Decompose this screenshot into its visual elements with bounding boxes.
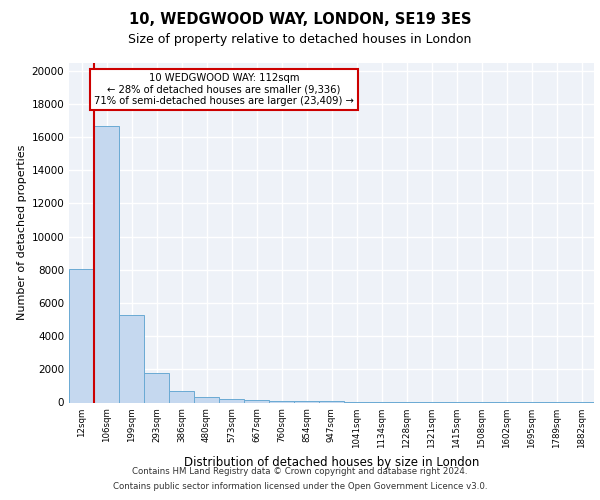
- Text: Size of property relative to detached houses in London: Size of property relative to detached ho…: [128, 32, 472, 46]
- X-axis label: Distribution of detached houses by size in London: Distribution of detached houses by size …: [184, 456, 479, 469]
- Text: 10 WEDGWOOD WAY: 112sqm
← 28% of detached houses are smaller (9,336)
71% of semi: 10 WEDGWOOD WAY: 112sqm ← 28% of detache…: [94, 72, 354, 106]
- Bar: [144, 372, 169, 402]
- Bar: [69, 269, 94, 402]
- Y-axis label: Number of detached properties: Number of detached properties: [17, 145, 27, 320]
- Bar: [94, 126, 119, 402]
- Bar: [169, 391, 194, 402]
- Text: Contains public sector information licensed under the Open Government Licence v3: Contains public sector information licen…: [113, 482, 487, 491]
- Text: Contains HM Land Registry data © Crown copyright and database right 2024.: Contains HM Land Registry data © Crown c…: [132, 467, 468, 476]
- Bar: [244, 400, 269, 402]
- Text: 10, WEDGWOOD WAY, LONDON, SE19 3ES: 10, WEDGWOOD WAY, LONDON, SE19 3ES: [129, 12, 471, 28]
- Bar: [269, 400, 294, 402]
- Bar: [219, 399, 244, 402]
- Bar: [119, 314, 144, 402]
- Bar: [294, 401, 319, 402]
- Bar: [194, 398, 219, 402]
